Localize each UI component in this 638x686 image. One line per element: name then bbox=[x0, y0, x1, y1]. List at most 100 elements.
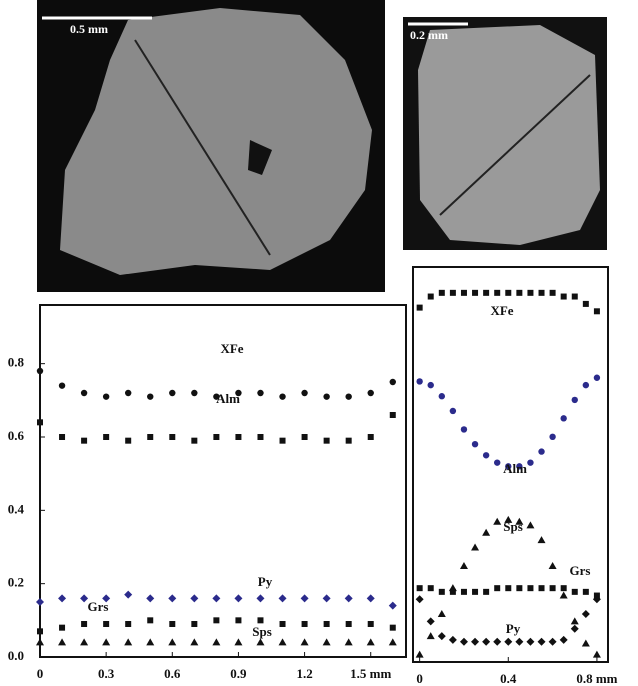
data-point bbox=[561, 585, 567, 591]
data-point bbox=[571, 625, 579, 633]
data-point bbox=[472, 441, 478, 447]
data-point bbox=[572, 589, 578, 595]
data-point bbox=[427, 632, 435, 639]
data-point bbox=[103, 621, 109, 627]
data-point bbox=[416, 651, 424, 658]
series-label: Grs bbox=[88, 599, 109, 614]
data-point bbox=[449, 636, 457, 644]
data-point bbox=[37, 628, 43, 634]
data-point bbox=[493, 518, 501, 525]
series-label: Grs bbox=[570, 563, 591, 578]
data-point bbox=[324, 621, 330, 627]
data-point bbox=[390, 412, 396, 418]
data-point bbox=[169, 390, 175, 396]
data-point bbox=[505, 290, 511, 296]
data-point bbox=[494, 585, 500, 591]
data-point bbox=[58, 594, 66, 602]
data-point bbox=[147, 434, 153, 440]
x-tick-label: 0.8 mm bbox=[576, 671, 617, 686]
data-point bbox=[538, 638, 546, 646]
y-tick-label: 0.6 bbox=[8, 428, 25, 443]
data-point bbox=[125, 438, 131, 444]
data-point bbox=[389, 638, 397, 645]
data-point bbox=[212, 594, 220, 602]
data-point bbox=[191, 390, 197, 396]
data-point bbox=[257, 434, 263, 440]
data-point bbox=[550, 290, 556, 296]
data-point bbox=[428, 585, 434, 591]
data-point bbox=[279, 393, 285, 399]
data-point bbox=[346, 621, 352, 627]
x-tick-label: 0.3 bbox=[98, 666, 115, 681]
data-point bbox=[571, 617, 579, 624]
y-tick-label: 0.4 bbox=[8, 501, 25, 516]
data-point bbox=[527, 585, 533, 591]
data-point bbox=[37, 419, 43, 425]
data-point bbox=[526, 521, 534, 528]
data-point bbox=[493, 638, 501, 646]
y-tick-label: 0.2 bbox=[8, 575, 24, 590]
data-point bbox=[594, 308, 600, 314]
data-point bbox=[583, 301, 589, 307]
data-point bbox=[560, 636, 568, 644]
data-point bbox=[461, 426, 467, 432]
data-point bbox=[549, 562, 557, 569]
data-point bbox=[450, 290, 456, 296]
data-point bbox=[416, 378, 422, 384]
series-label: Py bbox=[258, 574, 273, 589]
data-point bbox=[190, 594, 198, 602]
data-point bbox=[594, 375, 600, 381]
data-point bbox=[539, 290, 545, 296]
data-point bbox=[124, 638, 132, 645]
data-point bbox=[280, 621, 286, 627]
data-point bbox=[527, 290, 533, 296]
data-point bbox=[582, 610, 590, 618]
data-point bbox=[256, 638, 264, 645]
data-point bbox=[324, 438, 330, 444]
x-tick-label: 1.5 mm bbox=[350, 666, 391, 681]
data-point bbox=[367, 638, 375, 645]
data-point bbox=[235, 434, 241, 440]
data-point bbox=[234, 638, 242, 645]
series-label: XFe bbox=[220, 341, 243, 356]
data-point bbox=[389, 602, 397, 610]
micrograph-left: 0.5 mm bbox=[37, 0, 385, 292]
data-point bbox=[257, 617, 263, 623]
data-point bbox=[257, 390, 263, 396]
data-point bbox=[80, 638, 88, 645]
data-point bbox=[345, 594, 353, 602]
figure: 0.5 mm 0.2 mm 00.30.60.91.21.5 mm0.00.20… bbox=[0, 0, 638, 686]
data-point bbox=[593, 651, 601, 658]
x-tick-label: 0.9 bbox=[230, 666, 247, 681]
data-point bbox=[538, 536, 546, 543]
data-point bbox=[346, 438, 352, 444]
data-point bbox=[169, 434, 175, 440]
x-tick-label: 0.4 bbox=[500, 671, 517, 686]
data-point bbox=[302, 621, 308, 627]
data-point bbox=[439, 393, 445, 399]
data-point bbox=[416, 595, 424, 603]
data-point bbox=[37, 368, 43, 374]
data-point bbox=[234, 594, 242, 602]
data-point bbox=[549, 638, 557, 646]
data-point bbox=[323, 393, 329, 399]
data-point bbox=[471, 638, 479, 646]
data-point bbox=[59, 434, 65, 440]
data-point bbox=[390, 379, 396, 385]
data-point bbox=[124, 591, 132, 599]
data-point bbox=[438, 632, 446, 640]
data-point bbox=[368, 434, 374, 440]
series-label: Sps bbox=[252, 624, 272, 639]
data-point bbox=[367, 594, 375, 602]
data-point bbox=[191, 438, 197, 444]
data-point bbox=[279, 638, 287, 645]
data-point bbox=[368, 390, 374, 396]
data-point bbox=[323, 638, 331, 645]
scale-label: 0.2 mm bbox=[410, 28, 448, 42]
data-point bbox=[169, 621, 175, 627]
series-label: Alm bbox=[503, 461, 527, 476]
data-point bbox=[515, 638, 523, 646]
data-point bbox=[168, 594, 176, 602]
data-point bbox=[301, 638, 309, 645]
data-point bbox=[213, 434, 219, 440]
